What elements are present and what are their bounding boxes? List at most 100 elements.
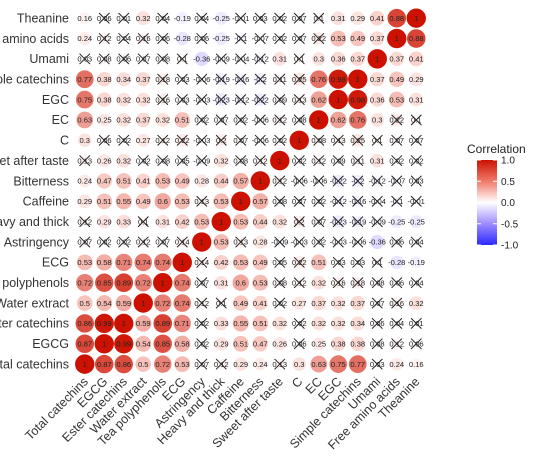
cell-circle [94, 313, 114, 334]
cell-circle [214, 11, 228, 25]
cell-value: 0.24 [77, 34, 92, 43]
cell-value: 0.24 [389, 360, 404, 369]
cell-value: 0.28 [253, 238, 268, 247]
insignificant-cross [196, 277, 208, 289]
insignificant-cross [274, 236, 286, 248]
cell-circle [96, 173, 112, 189]
insignificant-cross [274, 297, 286, 309]
insignificant-cross [371, 277, 383, 289]
cell-value: 0.57 [233, 177, 248, 186]
cell-circle [253, 235, 267, 249]
cell-circle [312, 337, 326, 351]
insignificant-cross [391, 297, 403, 309]
cell-circle [409, 92, 424, 107]
insignificant-cross [391, 114, 403, 126]
row-label: Free amino acids [0, 32, 69, 46]
cell-value: 0.32 [136, 14, 151, 23]
cell-circle [114, 313, 134, 334]
cell-value: 0.24 [253, 360, 268, 369]
cell-circle [114, 334, 134, 354]
cell-value: 0.28 [194, 177, 209, 186]
cell-value: 0.53 [233, 217, 248, 226]
row-label: EC [52, 113, 69, 127]
cell-circle [136, 133, 150, 147]
insignificant-cross [391, 195, 403, 207]
cell-value: 0.77 [350, 360, 365, 369]
legend-tick-label: -1.0 [501, 241, 519, 252]
cell-circle [409, 296, 424, 310]
cell-circle [232, 274, 249, 291]
cell-value: 0.32 [311, 319, 326, 328]
insignificant-cross [235, 94, 247, 106]
insignificant-cross [332, 236, 344, 248]
cell-circle [252, 274, 269, 291]
insignificant-cross [254, 94, 266, 106]
cell-value: 0.98 [331, 75, 346, 84]
insignificant-cross [313, 175, 325, 187]
cell-value: 0.33 [116, 217, 131, 226]
cell-value: 1 [161, 278, 165, 287]
cell-circle [96, 295, 113, 312]
cell-value: 0.99 [97, 319, 112, 328]
cell-value: 1 [297, 136, 301, 145]
insignificant-cross [371, 175, 383, 187]
cell-circle [78, 174, 92, 188]
cell-circle [292, 357, 307, 371]
insignificant-cross [137, 155, 149, 167]
cell-value: 0.51 [253, 319, 268, 328]
insignificant-cross [274, 94, 286, 106]
cell-value: 0.75 [77, 95, 92, 104]
insignificant-cross [79, 155, 91, 167]
cell-value: 0.31 [409, 95, 424, 104]
cell-circle [76, 111, 94, 129]
insignificant-cross [235, 73, 247, 85]
cell-circle [115, 173, 132, 189]
cell-circle [389, 51, 404, 67]
insignificant-cross [274, 32, 286, 45]
cell-circle [116, 72, 131, 87]
cell-circle [233, 295, 249, 311]
cell-value: 0.37 [350, 55, 365, 64]
cell-circle [154, 294, 172, 312]
cell-circle [309, 110, 329, 130]
insignificant-cross [196, 338, 208, 350]
cell-circle [272, 316, 287, 331]
insignificant-cross [371, 317, 383, 329]
cell-value: 0.47 [253, 339, 268, 348]
cell-circle [214, 32, 228, 45]
insignificant-cross [196, 317, 208, 329]
cell-value: 0.86 [116, 360, 131, 369]
cell-value: 0.32 [311, 278, 326, 287]
cell-value: 0.51 [116, 177, 131, 186]
cell-value: 0.47 [97, 177, 112, 186]
cell-circle [292, 296, 306, 310]
cell-value: 0.5 [138, 360, 149, 369]
cell-circle [213, 254, 229, 270]
cell-value: 0.44 [214, 177, 229, 186]
cell-circle [272, 214, 287, 229]
insignificant-cross [410, 155, 422, 167]
cell-value: 1 [102, 339, 106, 348]
cell-circle [270, 150, 290, 171]
cell-circle [76, 254, 93, 271]
insignificant-cross [332, 155, 344, 167]
cell-value: 0.85 [155, 339, 170, 348]
cell-value: -0.28 [388, 258, 405, 267]
insignificant-cross [313, 32, 325, 45]
cell-value: 0.53 [194, 217, 209, 226]
cell-value: 0.36 [331, 55, 346, 64]
cell-circle [387, 28, 407, 49]
cell-value: 0.59 [136, 319, 151, 328]
cell-value: 0.55 [116, 197, 131, 206]
cell-value: 0.75 [331, 360, 346, 369]
cell-circle [388, 91, 405, 108]
insignificant-cross [274, 175, 286, 187]
insignificant-cross [293, 195, 305, 207]
cell-value: 0.87 [77, 339, 92, 348]
cell-circle [213, 234, 230, 250]
cell-circle [114, 354, 133, 374]
cell-circle [116, 214, 131, 229]
cell-value: 0.54 [97, 299, 112, 308]
insignificant-cross [118, 134, 130, 146]
